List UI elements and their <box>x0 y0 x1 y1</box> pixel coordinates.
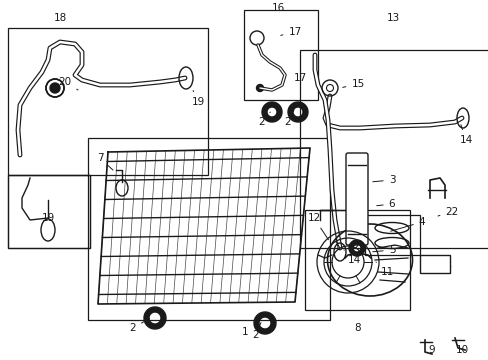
Text: 22: 22 <box>437 207 458 217</box>
Text: 21: 21 <box>431 259 452 269</box>
Text: 13: 13 <box>386 13 399 23</box>
Text: 17: 17 <box>293 73 306 83</box>
Text: 7: 7 <box>97 153 113 170</box>
Text: 10: 10 <box>454 345 468 355</box>
Text: 6: 6 <box>376 199 394 209</box>
Text: 2: 2 <box>129 318 149 333</box>
Text: 18: 18 <box>53 13 66 23</box>
Text: 4: 4 <box>390 217 425 231</box>
Bar <box>364 215 419 255</box>
Text: 2: 2 <box>284 110 293 127</box>
Bar <box>244 10 317 100</box>
Bar <box>8 28 207 175</box>
Text: 17: 17 <box>280 27 301 37</box>
Circle shape <box>50 83 60 93</box>
FancyBboxPatch shape <box>346 153 367 245</box>
Text: 16: 16 <box>271 3 284 13</box>
Text: 3: 3 <box>372 175 394 185</box>
Circle shape <box>256 85 263 91</box>
Bar <box>299 50 488 248</box>
Text: 19: 19 <box>41 213 55 223</box>
Bar <box>88 138 329 320</box>
Text: 9: 9 <box>428 345 434 355</box>
Bar <box>419 255 449 273</box>
Text: 14: 14 <box>343 250 360 265</box>
Text: 19: 19 <box>191 91 204 107</box>
Text: 14: 14 <box>458 125 472 145</box>
Text: 5: 5 <box>372 245 394 255</box>
Text: 15: 15 <box>342 79 364 89</box>
Bar <box>8 175 90 248</box>
Text: 2: 2 <box>252 323 261 340</box>
Text: 8: 8 <box>354 323 361 333</box>
Text: 1: 1 <box>241 327 248 337</box>
Bar <box>8 175 90 248</box>
Text: 2: 2 <box>258 112 270 127</box>
Text: 11: 11 <box>375 262 393 277</box>
Text: 20: 20 <box>59 77 78 90</box>
Bar <box>305 210 409 310</box>
Text: 12: 12 <box>307 213 328 240</box>
